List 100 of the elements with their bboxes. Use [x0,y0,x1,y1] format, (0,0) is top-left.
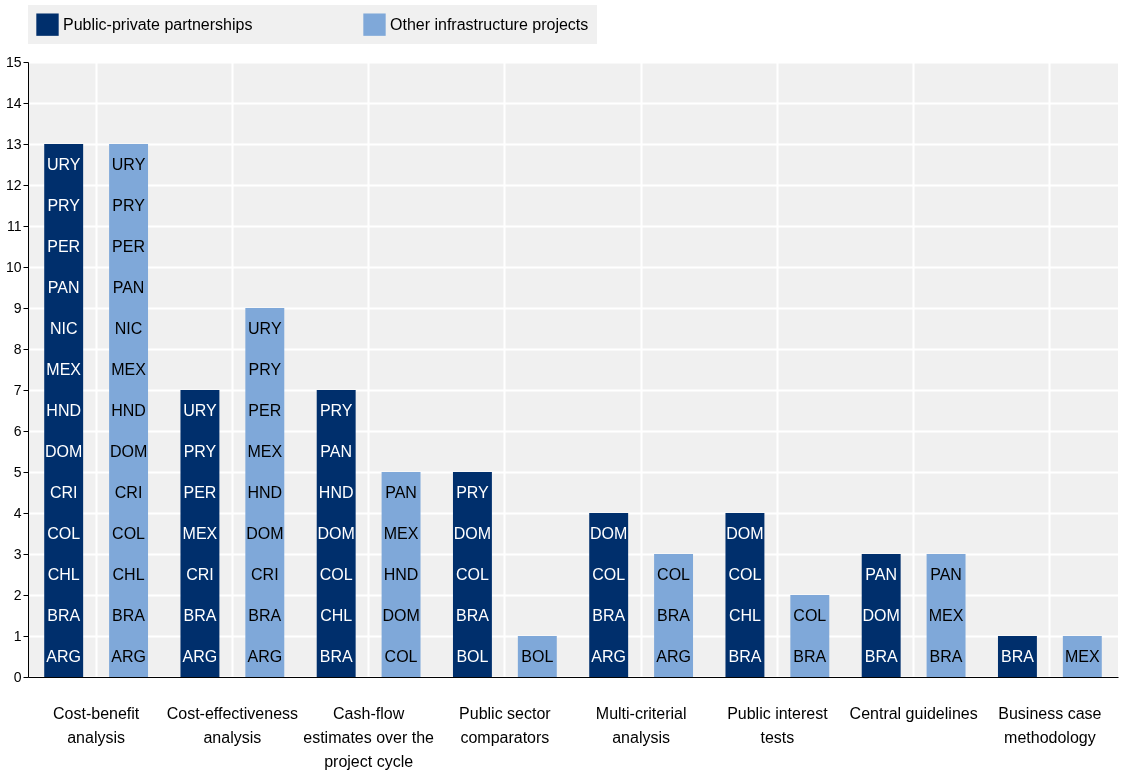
annotation: DOM [246,524,284,542]
annotation: DOM [317,524,355,542]
y-tick-label: 4 [13,504,22,521]
y-tick-label: 8 [13,340,22,357]
annotation: NIC [49,319,78,337]
annotation: BRA [183,606,217,624]
y-tick-label: 1 [13,627,22,644]
annotation: COL [455,565,489,583]
annotation: MEX [182,524,218,542]
annotation: ARG [111,647,146,665]
annotation: BRA [592,606,626,624]
annotation: MEX [111,360,147,378]
legend-label: Other infrastructure projects [390,15,589,33]
annotation: PAN [930,565,962,583]
x-tick-label: Central guidelines [849,704,978,722]
annotation: DOM [726,524,764,542]
y-tick-label: 9 [13,299,22,316]
annotation: COL [728,565,762,583]
annotation: BRA [455,606,490,624]
x-tick-label: Public sector comparators [459,704,552,746]
annotation: DOM [45,442,83,460]
annotation: COL [47,524,81,542]
annotation: DOM [453,524,492,542]
annotation: BRA [112,606,146,624]
annotation: BRA [248,606,282,624]
annotation: MEX [247,442,283,460]
annotation: PRY [319,401,353,419]
annotation: ARG [182,647,218,665]
annotation: URY [248,319,282,337]
annotation: BRA [929,647,963,665]
y-tick-label: 15 [5,53,22,70]
annotation: CHL [47,565,80,583]
x-tick-label: Cost-effectiveness analysis [166,704,299,746]
y-tick-label: 11 [6,217,22,234]
annotation: BRA [793,647,827,665]
annotation: COL [793,606,827,624]
annotation: DOM [382,606,420,624]
annotation: PRY [183,442,217,460]
annotation: PAN [865,565,898,583]
annotation: PER [248,401,282,419]
y-tick-label: 0 [13,668,22,685]
annotation: COL [319,565,353,583]
annotation: HND [46,401,82,419]
x-tick-label: Business case methodology [998,704,1102,746]
annotation: ARG [656,647,691,665]
annotation: PER [112,237,146,255]
annotation: BOL [521,647,554,665]
annotation: HND [383,565,419,583]
annotation: MEX [928,606,964,624]
annotation: NIC [114,319,143,337]
annotation: PER [47,237,81,255]
annotation: BRA [47,606,81,624]
annotation: BOL [456,647,489,665]
annotation: URY [183,401,217,419]
y-tick-label: 12 [5,176,22,193]
annotation: CRI [114,483,143,501]
y-tick-label: 7 [13,381,22,398]
annotation: ARG [46,647,82,665]
annotation: URY [46,155,81,173]
annotation: PAN [47,278,80,296]
annotation: HND [111,401,146,419]
y-tick-label: 13 [5,135,22,152]
annotation: MEX [383,524,419,542]
annotation: BRA [864,647,898,665]
y-tick-label: 3 [13,545,22,562]
x-tick-label: Cash-flow estimates over the project cycle [303,704,435,770]
annotation: MEX [46,360,82,378]
annotation: DOM [109,442,148,460]
y-tick-label: 14 [5,94,22,111]
x-tick-label: Multi-criterial analysis [595,704,687,746]
annotation: COL [657,565,691,583]
annotation: CRI [186,565,214,583]
y-tick-label: 2 [13,586,22,603]
annotation: CRI [251,565,279,583]
annotation: PRY [47,196,81,214]
x-tick-label: Cost-benefit analysis [52,704,140,746]
annotation: BRA [657,606,691,624]
annotation: PAN [320,442,353,460]
y-tick-label: 5 [13,463,22,480]
annotation: PER [183,483,217,501]
annotation: BRA [728,647,762,665]
annotation: CHL [320,606,353,624]
annotation: DOM [590,524,628,542]
annotation: PRY [112,196,146,214]
annotation: BRA [319,647,353,665]
annotation: BRA [1000,647,1035,665]
annotation: CHL [112,565,145,583]
y-tick-label: 6 [13,422,22,439]
annotation: ARG [247,647,283,665]
annotation: CRI [49,483,78,501]
annotation: HND [318,483,354,501]
annotation: PRY [456,483,490,501]
annotation: COL [112,524,146,542]
annotation: HND [247,483,283,501]
annotation: PAN [112,278,145,296]
annotation: DOM [862,606,900,624]
annotation: ARG [591,647,627,665]
y-tick-label: 10 [5,258,22,275]
annotation: PAN [385,483,417,501]
annotation: CHL [728,606,762,624]
